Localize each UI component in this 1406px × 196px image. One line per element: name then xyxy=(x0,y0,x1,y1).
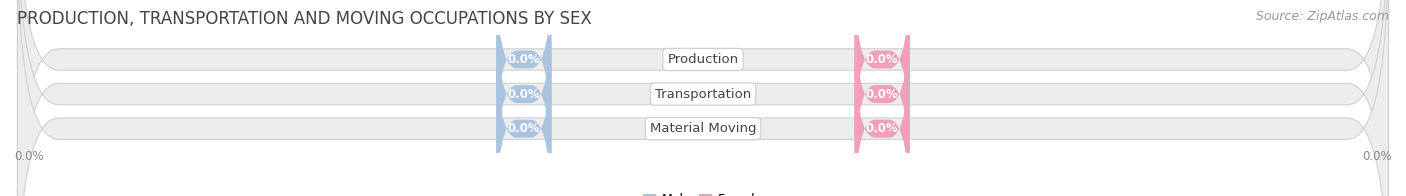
FancyBboxPatch shape xyxy=(17,0,1389,196)
FancyBboxPatch shape xyxy=(496,34,551,196)
Text: 0.0%: 0.0% xyxy=(14,150,44,163)
Text: 0.0%: 0.0% xyxy=(866,88,898,101)
Text: 0.0%: 0.0% xyxy=(508,53,540,66)
Legend: Male, Female: Male, Female xyxy=(638,188,768,196)
FancyBboxPatch shape xyxy=(855,0,910,154)
Text: Source: ZipAtlas.com: Source: ZipAtlas.com xyxy=(1256,10,1389,23)
FancyBboxPatch shape xyxy=(855,34,910,196)
FancyBboxPatch shape xyxy=(496,0,551,189)
Text: 0.0%: 0.0% xyxy=(866,122,898,135)
FancyBboxPatch shape xyxy=(17,0,1389,196)
Text: 0.0%: 0.0% xyxy=(866,53,898,66)
Text: 0.0%: 0.0% xyxy=(508,122,540,135)
FancyBboxPatch shape xyxy=(855,0,910,189)
Text: Transportation: Transportation xyxy=(655,88,751,101)
Text: 0.0%: 0.0% xyxy=(508,88,540,101)
Text: 0.0%: 0.0% xyxy=(1362,150,1392,163)
Text: PRODUCTION, TRANSPORTATION AND MOVING OCCUPATIONS BY SEX: PRODUCTION, TRANSPORTATION AND MOVING OC… xyxy=(17,10,592,28)
FancyBboxPatch shape xyxy=(17,0,1389,196)
Text: Material Moving: Material Moving xyxy=(650,122,756,135)
Text: Production: Production xyxy=(668,53,738,66)
FancyBboxPatch shape xyxy=(496,0,551,154)
